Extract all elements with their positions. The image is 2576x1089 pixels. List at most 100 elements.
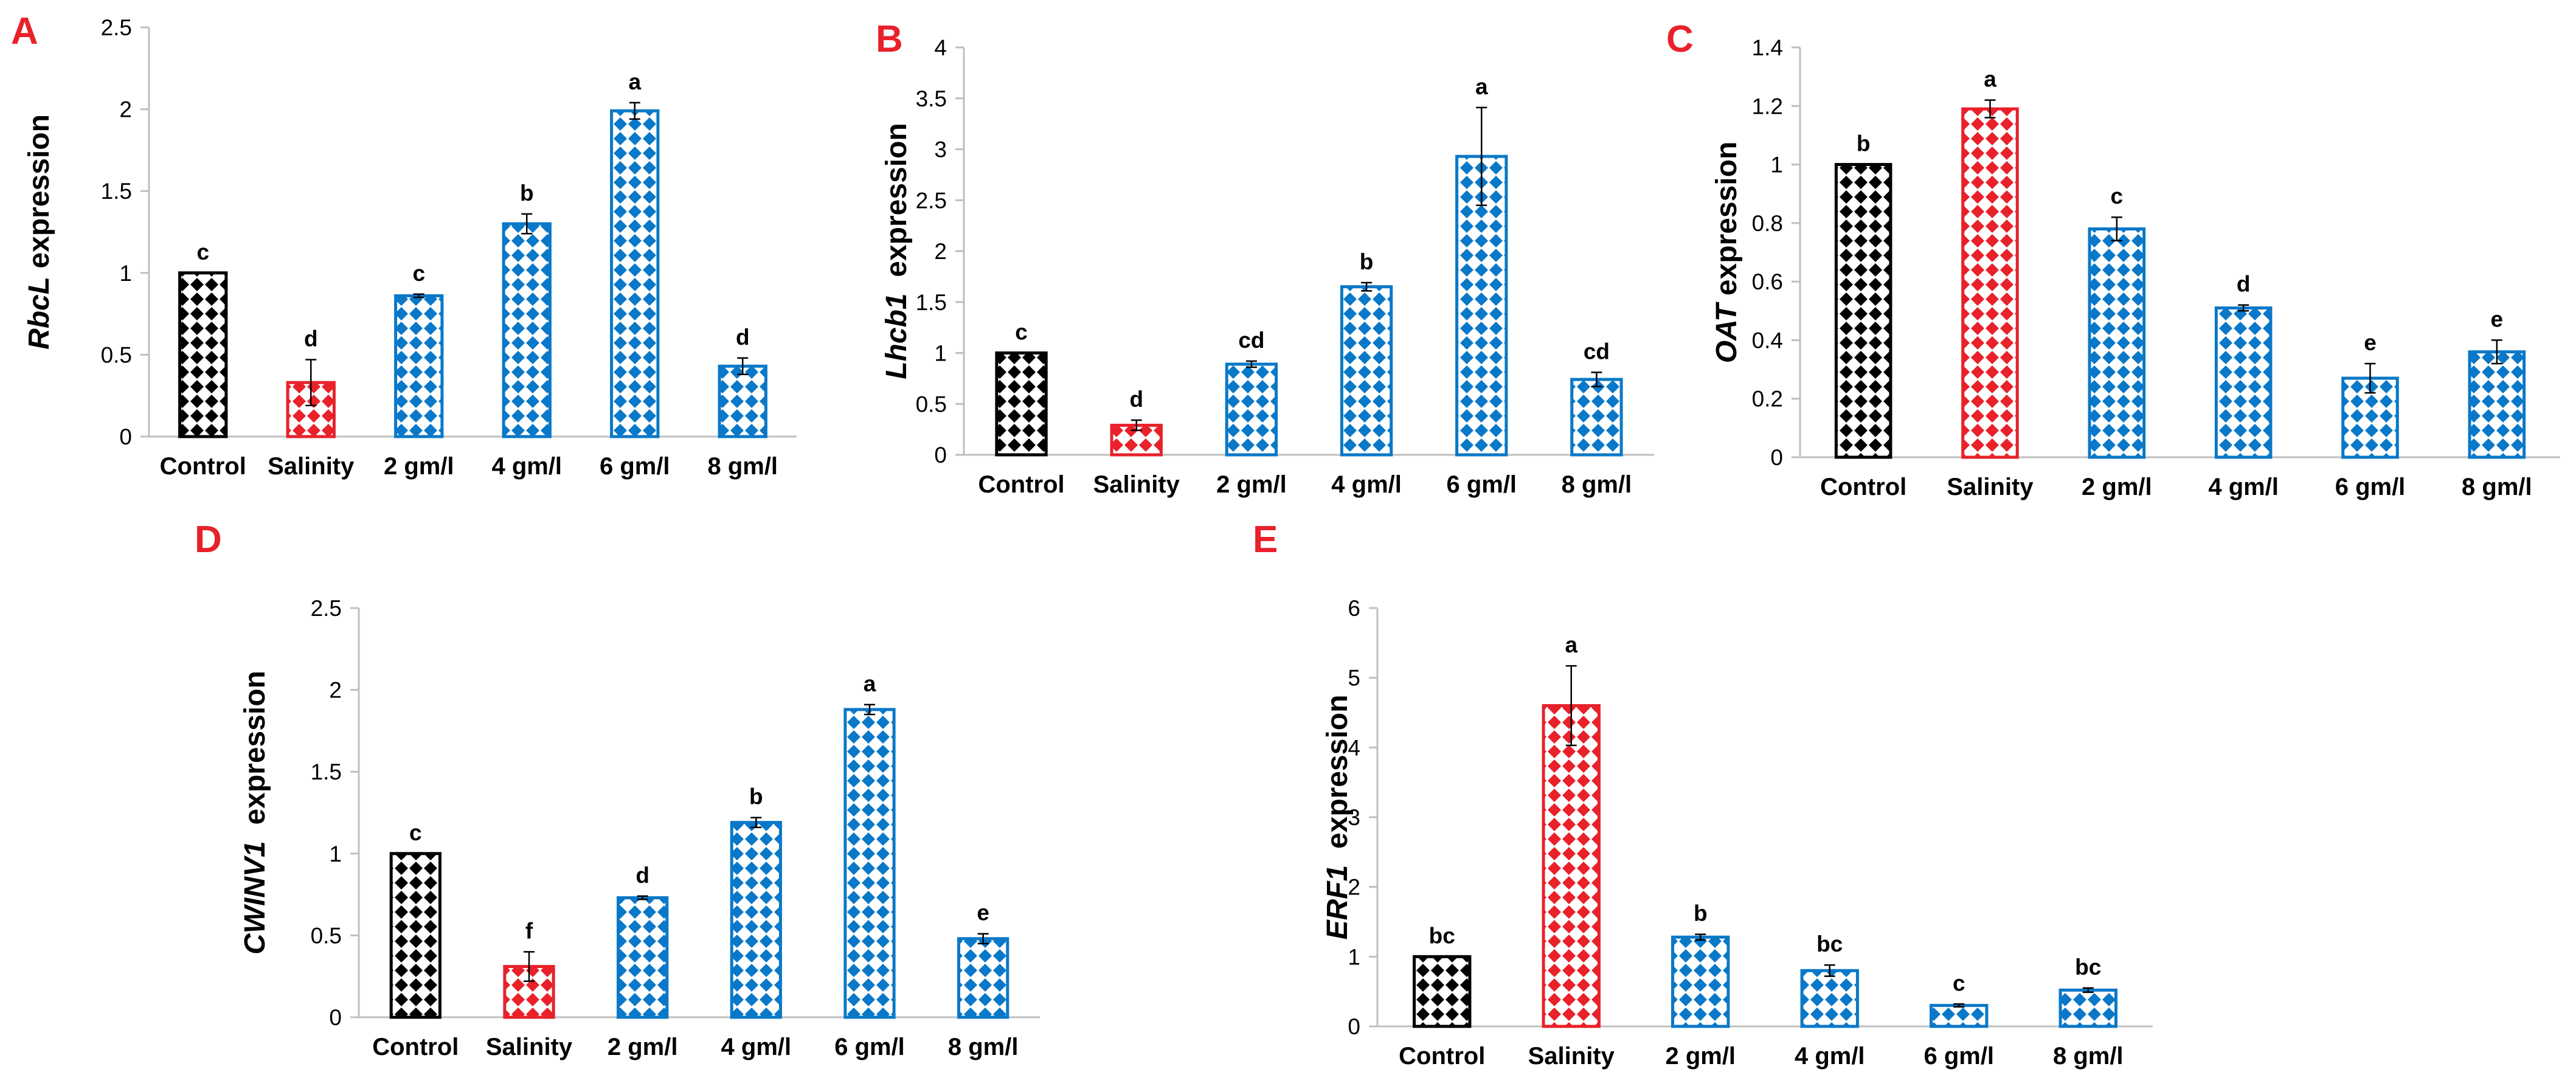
y-tick-label: 1 [329,842,342,866]
panel-c: C 0 0.2 0.4 0.6 0.8 1 1.2 1.4 OAT expression b Cont… [1666,18,2560,500]
significance-letter: c [409,820,422,845]
panel-label: D [195,519,222,561]
category-label: Control [160,453,246,480]
significance-letter: b [1694,901,1708,926]
category-label: 2 gm/l [1665,1043,1736,1070]
category-label: 8 gm/l [1562,471,1632,498]
bar [1671,935,1730,1028]
category-label: Control [372,1034,459,1060]
gene-name: RbcL [23,277,55,350]
bar [1930,1004,1989,1028]
y-tick-label: 1.5 [101,179,132,204]
y-axis-label: ERF1 expression [1321,695,1354,940]
y-tick-label: 1 [934,341,947,366]
y-tick-label: 0 [1770,445,1783,470]
y-axis-label: RbcL expression [23,114,55,350]
category-label: Salinity [1947,474,2034,500]
category-label: 6 gm/l [834,1034,905,1060]
y-axis-label: CWINV1 expression [239,671,271,955]
bar [1340,285,1393,457]
bar [178,271,228,438]
y-tick-label: 2 [119,97,132,122]
significance-letter: e [2491,306,2504,331]
bar [1570,378,1623,457]
bar [1413,955,1472,1028]
category-label: 8 gm/l [707,453,778,480]
bar [843,708,896,1019]
y-tick-label: 0.2 [1752,387,1783,412]
significance-letter: f [525,918,533,943]
panel-a: A 0 0.5 1 1.5 2 2.5 RbcL expression c Control d Sal… [11,10,797,480]
gene-name: CWINV1 [239,841,271,955]
significance-letter: c [196,240,209,264]
y-tick-label: 0.5 [916,392,947,417]
significance-letter: d [304,326,318,351]
y-tick-label: 2 [329,678,342,703]
significance-letter: a [1984,67,1996,92]
category-label: 8 gm/l [2462,474,2532,500]
category-label: 2 gm/l [2082,474,2152,500]
y-tick-label: 0.4 [1752,328,1783,353]
category-label: 6 gm/l [600,453,670,480]
significance-letter: d [2237,272,2251,297]
significance-letter: cd [1238,328,1264,353]
bar [2468,350,2526,459]
category-label: 4 gm/l [1795,1043,1865,1070]
panel-b: B 0 0.5 1 1.5 2 2.5 3 3.5 4 Lhcb1 expression c Contr… [876,18,1654,498]
y-tick-label: 1.5 [311,759,342,784]
bar [1225,362,1278,457]
category-label: 4 gm/l [721,1034,792,1060]
y-tick-label: 0.6 [1752,269,1783,294]
y-tick-label: 4 [1348,735,1360,760]
category-label: 4 gm/l [1331,471,1402,498]
bar [2214,306,2273,459]
y-tick-label: 2.5 [311,596,342,621]
category-label: 6 gm/l [1923,1043,1994,1070]
significance-letter: d [736,325,750,350]
y-axis-label-suffix: expression [881,123,913,293]
significance-letter: c [1953,970,1965,995]
significance-letter: c [1015,320,1028,345]
significance-letter: e [2364,330,2377,355]
bar [1800,969,1859,1028]
bar [995,351,1048,457]
panel-label: B [876,18,903,60]
y-tick-label: 1.5 [916,290,947,315]
bar [2088,227,2146,459]
significance-letter: b [749,784,763,809]
significance-letter: c [412,261,425,286]
category-label: Salinity [268,453,355,480]
bar [2058,988,2117,1028]
significance-letter: b [520,181,534,206]
significance-letter: d [635,863,649,888]
y-tick-label: 6 [1348,596,1360,621]
y-tick-label: 0 [1348,1014,1360,1039]
y-tick-label: 3 [1348,805,1360,830]
panel-label: C [1666,18,1694,60]
bar [1961,107,2019,459]
gene-name: Lhcb1 [881,293,913,379]
bar [394,294,444,438]
bar [718,364,767,438]
y-tick-label: 2.5 [916,188,947,213]
y-tick-label: 1.4 [1752,35,1783,60]
y-axis-label-suffix: expression [23,114,55,277]
y-tick-label: 5 [1348,666,1360,691]
y-tick-label: 3 [934,137,947,162]
panel-label: E [1253,519,1278,561]
y-tick-label: 1 [1770,153,1783,178]
y-axis-label-suffix: expression [1711,142,1743,304]
bar [617,896,669,1019]
category-label: 4 gm/l [491,453,562,480]
significance-letter: bc [1429,923,1455,948]
panel-label: A [11,10,38,52]
bar [1834,163,1892,459]
category-label: 2 gm/l [1216,471,1287,498]
category-label: Control [1399,1043,1485,1070]
category-label: Control [978,471,1064,498]
category-label: 6 gm/l [1446,471,1517,498]
significance-letter: bc [1816,932,1843,956]
y-tick-label: 1.2 [1752,94,1783,119]
